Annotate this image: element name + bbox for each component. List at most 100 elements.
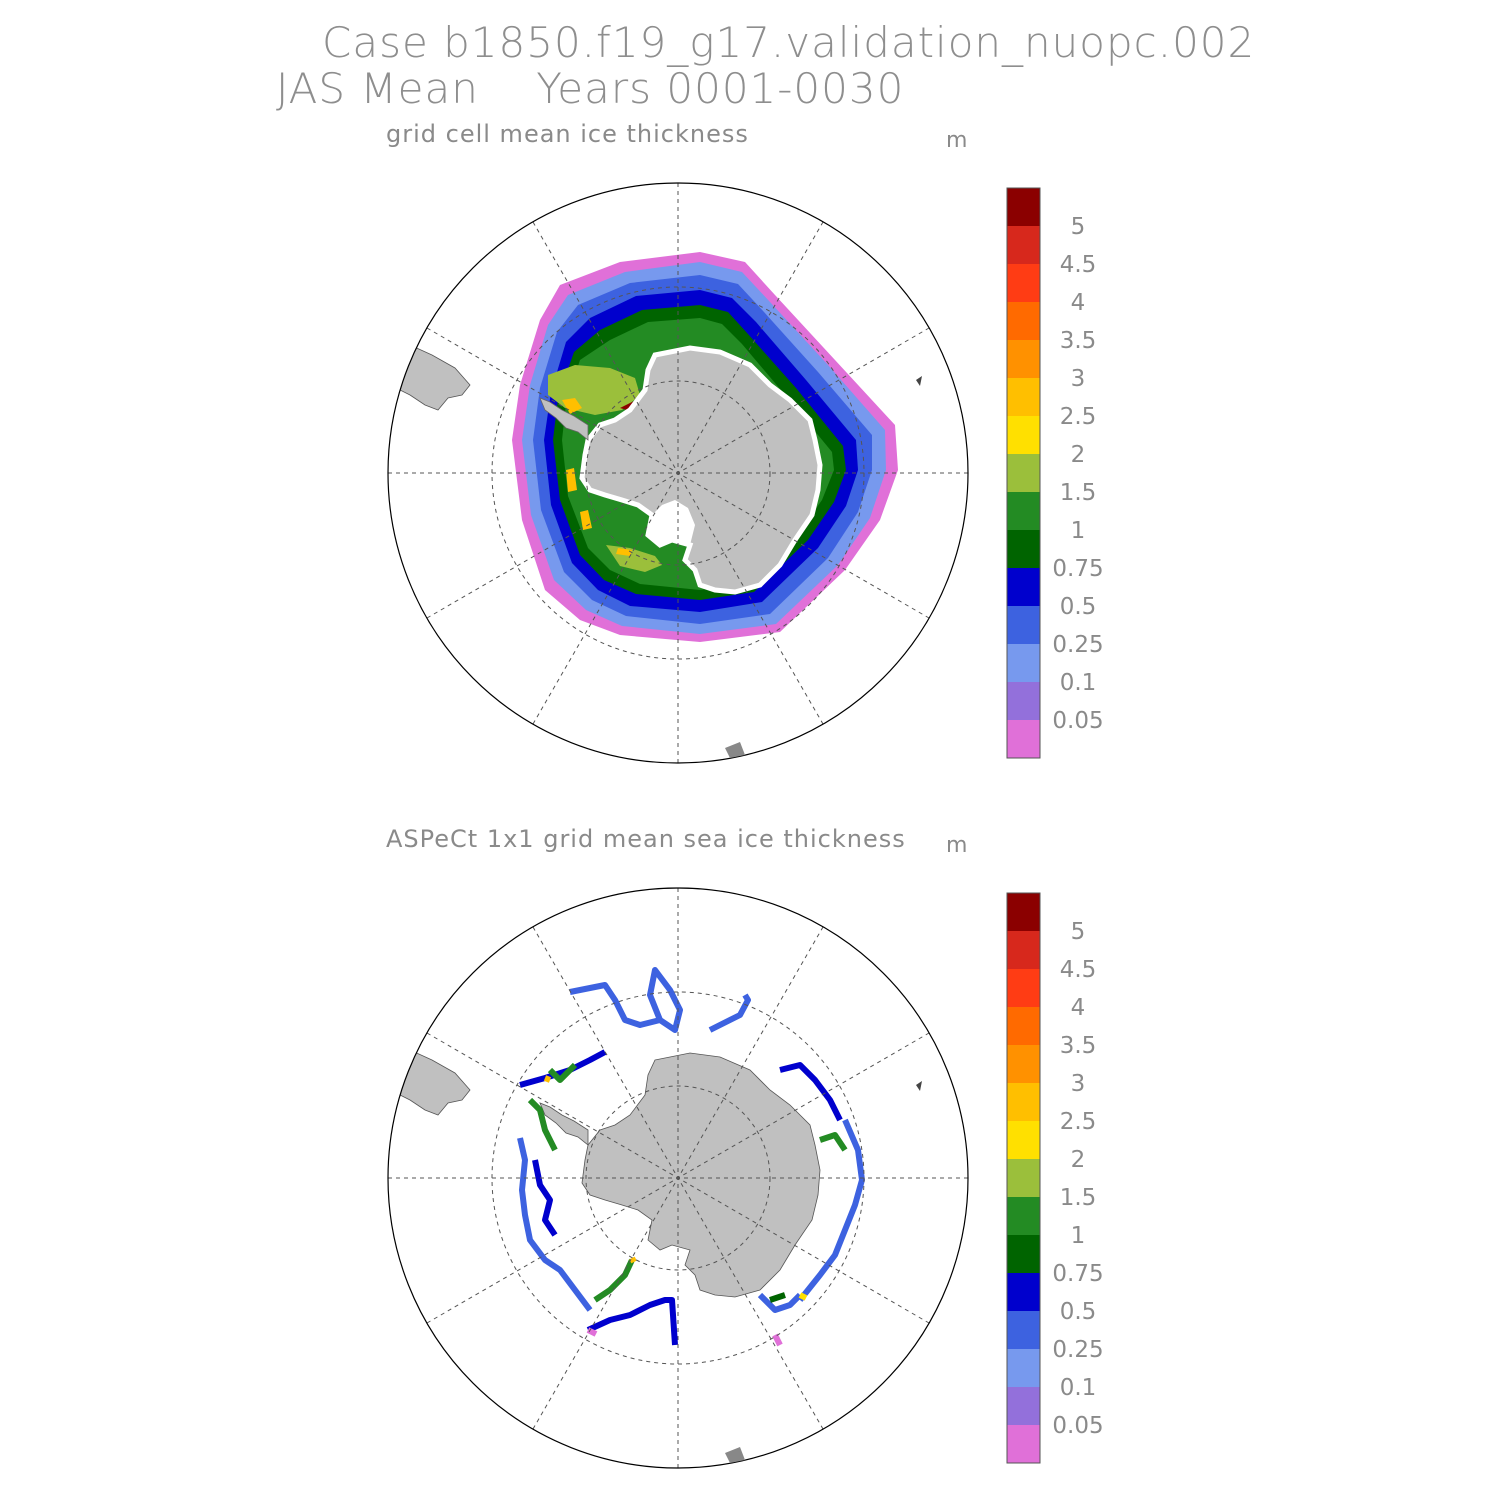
cb1-label-8: 1 <box>1071 518 1086 544</box>
panel1-colorbar: 5 4.5 4 3.5 3 2.5 2 1.5 1 0.75 0.5 0.25 0.1 0.05 <box>1006 187 1104 759</box>
track-11 <box>797 1118 865 1302</box>
cb1-label-0: 5 <box>1071 214 1086 240</box>
track-yellow-1 <box>543 1075 552 1083</box>
cb1-swatch-4 <box>1007 340 1040 378</box>
antarctica-landmass-2 <box>581 1052 821 1298</box>
cb2-swatch-8 <box>1007 1197 1040 1235</box>
track-12 <box>819 1132 848 1152</box>
cb2-swatch-13 <box>1007 1387 1040 1425</box>
track-13 <box>757 1292 803 1313</box>
cb1-label-2: 4 <box>1071 290 1086 316</box>
cb2-label-5: 2.5 <box>1060 1109 1097 1135</box>
cb2-label-6: 2 <box>1071 1147 1086 1173</box>
cb2-label-4: 3 <box>1071 1071 1086 1097</box>
ross-ice-shelf <box>648 500 695 545</box>
track-10 <box>779 1062 843 1122</box>
cb2-label-8: 1 <box>1071 1223 1086 1249</box>
cb1-swatch-8 <box>1007 492 1040 530</box>
south-america <box>388 339 471 411</box>
cb2-swatch-6 <box>1007 1121 1040 1159</box>
panel2-title: ASPeCt 1x1 grid mean sea ice thickness <box>386 825 906 853</box>
cb2-swatch-2 <box>1007 969 1040 1007</box>
case-title: Case b1850.f19_g17.validation_nuopc.002 <box>322 18 1256 67</box>
panel1-graticule <box>388 183 968 763</box>
track-14 <box>769 1292 786 1303</box>
cb1-label-11: 0.25 <box>1052 632 1103 658</box>
panel2-map <box>388 967 865 1347</box>
cb2-swatch-7 <box>1007 1159 1040 1197</box>
track-6 <box>532 1159 558 1237</box>
cb2-label-10: 0.5 <box>1060 1299 1097 1325</box>
cb1-swatch-6 <box>1007 416 1040 454</box>
panel2-graticule <box>388 888 968 1468</box>
cb1-label-10: 0.5 <box>1060 594 1097 620</box>
track-5 <box>517 1137 593 1312</box>
cb2-label-9: 0.75 <box>1052 1261 1103 1287</box>
panel1-map <box>388 252 898 642</box>
cb2-swatch-9 <box>1007 1235 1040 1273</box>
south-america-2 <box>388 1044 471 1116</box>
cb2-swatch-3 <box>1007 1007 1040 1045</box>
cb2-label-0: 5 <box>1071 919 1086 945</box>
track-1 <box>569 967 683 1033</box>
antarctic-peninsula <box>539 397 589 441</box>
panel1-map-outline <box>387 182 969 764</box>
cb2-swatch-10 <box>1007 1273 1040 1311</box>
cb1-label-7: 1.5 <box>1060 480 1097 506</box>
cb2-swatch-12 <box>1007 1349 1040 1387</box>
cb2-label-11: 0.25 <box>1052 1337 1103 1363</box>
track-4 <box>547 1062 578 1083</box>
cb1-swatch-1 <box>1007 226 1040 264</box>
cb1-label-4: 3 <box>1071 366 1086 392</box>
panel1-title: grid cell mean ice thickness <box>386 120 749 148</box>
cb1-label-9: 0.75 <box>1052 556 1103 582</box>
cb2-swatch-0 <box>1007 893 1040 931</box>
cb2-swatch-4 <box>1007 1045 1040 1083</box>
cb1-swatch-9 <box>1007 530 1040 568</box>
panel1-unit: m <box>946 128 968 153</box>
cb1-label-3: 3.5 <box>1060 328 1097 354</box>
cb1-label-12: 0.1 <box>1060 670 1097 696</box>
cb1-swatch-13 <box>1007 682 1040 720</box>
cb2-border <box>1006 892 1041 1464</box>
cb1-label-13: 0.05 <box>1052 708 1103 734</box>
cb1-swatch-0 <box>1007 188 1040 226</box>
antarctic-peninsula-2 <box>539 1102 589 1146</box>
track-7 <box>527 1097 558 1152</box>
period-title: JAS Mean Years 0001-0030 <box>276 64 905 113</box>
cb2-swatch-5 <box>1007 1083 1040 1121</box>
cb2-swatch-11 <box>1007 1311 1040 1349</box>
cb1-swatch-2 <box>1007 264 1040 302</box>
panel1-island-ne <box>916 376 922 386</box>
panel2-map-outline <box>387 887 969 1469</box>
cb1-swatch-7 <box>1007 454 1040 492</box>
cb1-label-5: 2.5 <box>1060 404 1097 430</box>
track-pink-2 <box>772 1333 783 1347</box>
cb1-swatch-5 <box>1007 378 1040 416</box>
cb2-label-2: 4 <box>1071 995 1086 1021</box>
cb2-label-1: 4.5 <box>1060 957 1097 983</box>
panel2-island-se <box>725 1447 745 1463</box>
cb1-label-6: 2 <box>1071 442 1086 468</box>
cb2-label-3: 3.5 <box>1060 1033 1097 1059</box>
cb1-border <box>1006 187 1041 759</box>
panel1-island-se <box>725 742 745 758</box>
track-8 <box>586 1297 678 1346</box>
panel2-unit: m <box>946 833 968 858</box>
cb2-swatch-1 <box>1007 931 1040 969</box>
track-yellow-2 <box>629 1256 637 1264</box>
cb2-label-12: 0.1 <box>1060 1375 1097 1401</box>
track-yellow-3 <box>798 1292 808 1301</box>
track-2 <box>708 993 751 1033</box>
cb2-swatch-14 <box>1007 1425 1040 1463</box>
cb1-swatch-3 <box>1007 302 1040 340</box>
track-9 <box>593 1258 635 1303</box>
cb2-label-13: 0.05 <box>1052 1413 1103 1439</box>
panel2-island-ne <box>916 1081 922 1091</box>
cb1-label-1: 4.5 <box>1060 252 1097 278</box>
cb2-label-7: 1.5 <box>1060 1185 1097 1211</box>
panel2-colorbar: 5 4.5 4 3.5 3 2.5 2 1.5 1 0.75 0.5 0.25 0.1 0.05 <box>1006 892 1104 1464</box>
cb1-swatch-12 <box>1007 644 1040 682</box>
cb1-swatch-10 <box>1007 568 1040 606</box>
